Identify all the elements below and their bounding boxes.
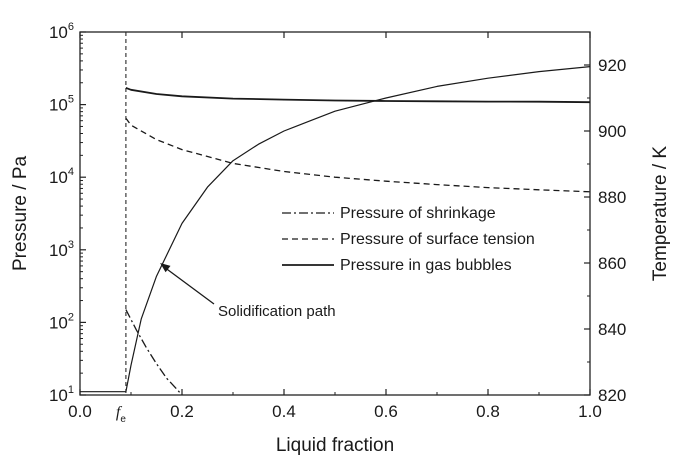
legend-item-label: Pressure of shrinkage <box>340 205 496 222</box>
series-line-pressure-in-gas-bubbles <box>125 87 590 104</box>
left-y-tick-label: 103 <box>49 239 74 260</box>
x-tick-label: 0.4 <box>272 402 296 421</box>
left-y-tick-label: 102 <box>49 311 74 332</box>
x-tick-label: 0.8 <box>476 402 500 421</box>
left-y-tick-label: 106 <box>49 21 74 42</box>
right-y-tick-label: 900 <box>598 122 626 141</box>
plot-area: 0.0 0.2 0.4 0.6 0.8 1.0 101 102 103 104 105 106 820 8… <box>49 21 626 425</box>
right-y-tick-label: 860 <box>598 254 626 273</box>
series-line-pressure-of-surface-tension <box>125 117 590 193</box>
legend-item-label: Pressure in gas bubbles <box>340 257 512 274</box>
x-axis-label: Liquid fraction <box>276 435 394 456</box>
annotation-label: Solidification path <box>218 303 336 320</box>
left-y-tick-label: 104 <box>49 166 74 187</box>
x-tick-label: 0.2 <box>170 402 194 421</box>
right-y-axis-label: Temperature / K <box>650 146 671 281</box>
series-line-pressure-of-shrinkage <box>125 309 183 395</box>
fe-label: fe <box>116 404 126 425</box>
plot-frame <box>79 31 591 396</box>
x-tick-label: 0.6 <box>374 402 398 421</box>
left-y-tick-label: 105 <box>49 94 74 115</box>
left-y-tick-label: 101 <box>49 384 74 405</box>
annotation-arrow-line <box>163 266 215 305</box>
annotation-arrow-head <box>160 263 171 273</box>
x-tick-label: 0.0 <box>68 402 92 421</box>
x-tick-label: 1.0 <box>578 402 602 421</box>
right-y-tick-label: 840 <box>598 320 626 339</box>
right-y-tick-label: 880 <box>598 188 626 207</box>
right-y-tick-label: 920 <box>598 56 626 75</box>
series-line-solidification-path <box>80 66 590 393</box>
legend-item-label: Pressure of surface tension <box>340 231 535 248</box>
right-y-tick-label: 820 <box>598 386 626 405</box>
left-y-axis-label: Pressure / Pa <box>10 156 31 272</box>
